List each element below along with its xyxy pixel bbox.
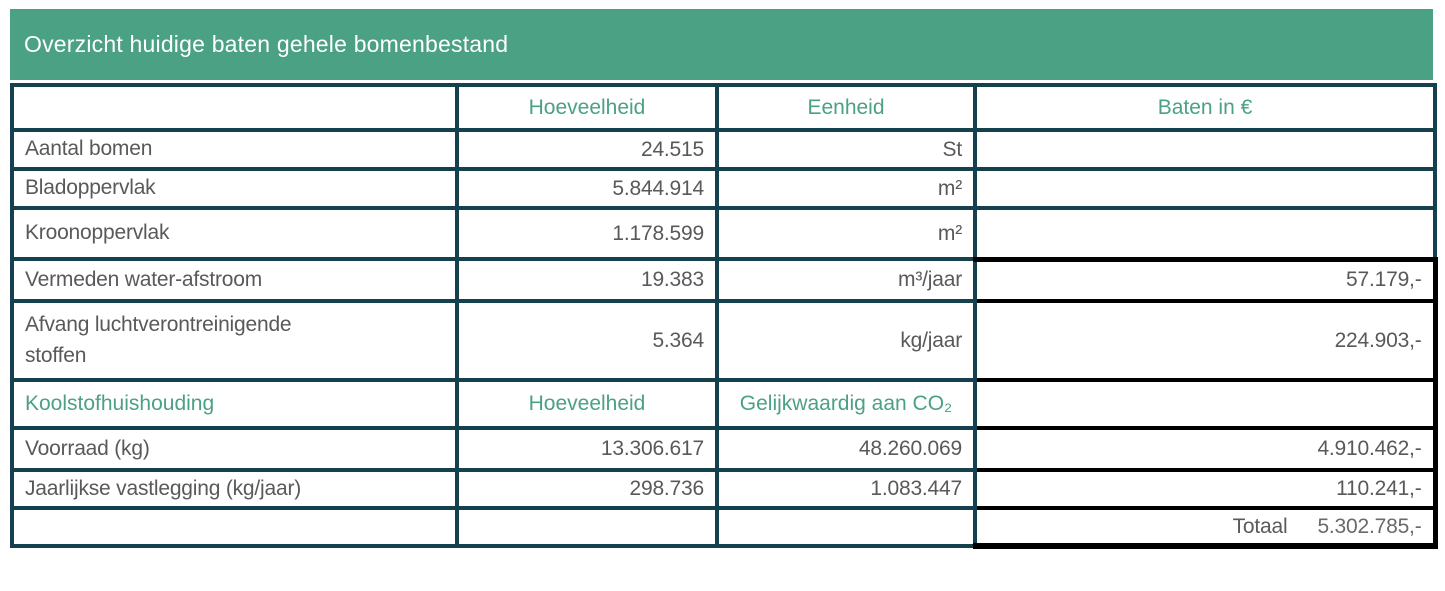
column-header-row: Hoeveelheid Eenheid Baten in € (10, 83, 1437, 132)
row-label: Aantal bomen (10, 128, 459, 171)
header-empty-cell (10, 83, 459, 132)
hoeveelheid-value: 13.306.617 (455, 426, 719, 472)
header-hoeveelheid: Hoeveelheid (455, 83, 719, 132)
total-value: 5.302.785,- (1317, 514, 1422, 538)
empty-cell (10, 506, 459, 549)
eenheid-value: m² (715, 167, 977, 210)
hoeveelheid-value: 5.844.914 (455, 167, 719, 210)
table-row: Voorraad (kg) 13.306.617 48.260.069 4.91… (10, 426, 1438, 472)
baten-value: 224.903,- (973, 299, 1438, 382)
total-row: Totaal 5.302.785,- (10, 506, 1438, 550)
eenheid-value: kg/jaar (715, 299, 977, 382)
co2-value: 48.260.069 (715, 426, 977, 472)
carbon-header-co2: Gelijkwaardig aan CO₂ (715, 378, 977, 430)
baten-value: 4.910.462,- (973, 426, 1438, 472)
table-title-bar: Overzicht huidige baten gehele bomenbest… (10, 9, 1433, 80)
hoeveelheid-value: 19.383 (455, 257, 719, 303)
page-title: Overzicht huidige baten gehele bomenbest… (24, 31, 509, 57)
table-row: Vermeden water-afstroom 19.383 m³/jaar 5… (10, 256, 1438, 303)
eenheid-value: m² (715, 206, 977, 261)
carbon-header-hoeveelheid: Hoeveelheid (455, 378, 719, 430)
baten-value: 57.179,- (973, 256, 1438, 303)
hoeveelheid-value: 1.178.599 (455, 206, 719, 261)
baten-value: 110.241,- (973, 467, 1438, 511)
empty-cell (715, 506, 977, 549)
baten-value (973, 128, 1437, 171)
header-eenheid: Eenheid (715, 83, 977, 132)
eenheid-value: m³/jaar (715, 257, 977, 303)
carbon-section-title: Koolstofhuishouding (10, 378, 459, 430)
row-label: Kroonoppervlak (10, 206, 459, 261)
hoeveelheid-value: 5.364 (455, 299, 719, 382)
row-label: Voorraad (kg) (10, 426, 459, 472)
empty-cell (455, 506, 719, 549)
row-label: Jaarlijkse vastlegging (kg/jaar) (10, 467, 459, 511)
baten-value (973, 167, 1437, 210)
table-row: Afvang luchtverontreinigende stoffen 5.3… (10, 299, 1438, 382)
hoeveelheid-value: 298.736 (455, 467, 719, 511)
table-row: Aantal bomen 24.515 St (10, 128, 1437, 171)
header-baten: Baten in € (973, 83, 1437, 132)
row-label: Afvang luchtverontreinigende stoffen (10, 299, 459, 382)
hoeveelheid-value: 24.515 (455, 128, 719, 171)
baten-value (973, 206, 1437, 261)
total-label: Totaal (1232, 514, 1288, 538)
carbon-section-header-row: Koolstofhuishouding Hoeveelheid Gelijkwa… (10, 378, 1438, 430)
table-row: Bladoppervlak 5.844.914 m² (10, 167, 1437, 210)
report-page: Overzicht huidige baten gehele bomenbest… (10, 9, 1438, 550)
benefits-table: Hoeveelheid Eenheid Baten in € Aantal bo… (10, 83, 1438, 550)
table-row: Kroonoppervlak 1.178.599 m² (10, 206, 1437, 261)
eenheid-value: St (715, 128, 977, 171)
row-label: Vermeden water-afstroom (10, 257, 459, 303)
baten-value (973, 378, 1438, 430)
total-cell: Totaal 5.302.785,- (973, 506, 1438, 550)
co2-value: 1.083.447 (715, 467, 977, 511)
row-label: Bladoppervlak (10, 167, 459, 210)
table-row: Jaarlijkse vastlegging (kg/jaar) 298.736… (10, 467, 1438, 511)
